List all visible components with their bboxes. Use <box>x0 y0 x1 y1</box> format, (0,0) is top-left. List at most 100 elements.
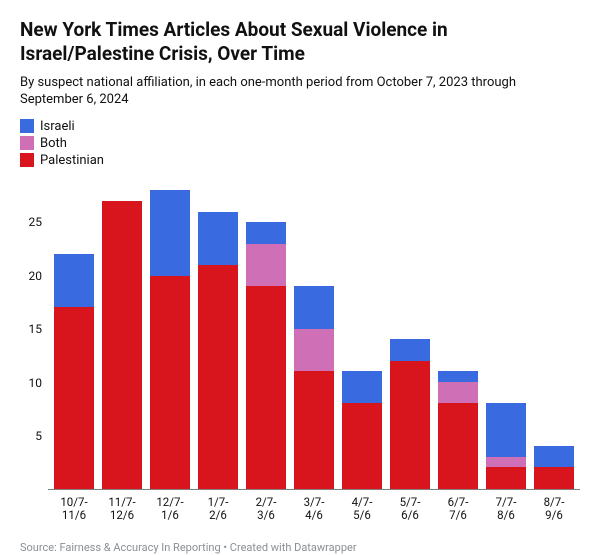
bar-column <box>434 180 482 489</box>
bar-segment-palestinian <box>198 265 237 489</box>
bar-segment-israeli <box>390 339 429 360</box>
y-tick-label: 15 <box>29 322 43 336</box>
legend-item: Palestinian <box>20 153 580 168</box>
y-tick-label: 10 <box>29 376 43 390</box>
legend-label: Palestinian <box>40 153 104 168</box>
x-tick-label-line2: 7/6 <box>434 509 482 523</box>
x-tick-label: 11/7-12/6 <box>98 496 146 524</box>
bar-segment-israeli <box>534 446 573 467</box>
x-tick-label-line1: 1/7- <box>194 496 242 510</box>
bar-segment-palestinian <box>342 403 381 488</box>
x-tick-label-line1: 12/7- <box>146 496 194 510</box>
bar-segment-both <box>438 382 477 403</box>
x-tick-label-line1: 8/7- <box>530 496 578 510</box>
x-tick-label-line1: 4/7- <box>338 496 386 510</box>
legend-swatch <box>20 153 34 167</box>
y-tick-label: 5 <box>35 429 42 443</box>
legend-item: Both <box>20 136 580 151</box>
stacked-bar <box>390 180 429 489</box>
x-tick-label-line1: 11/7- <box>98 496 146 510</box>
x-tick-label: 1/7-2/6 <box>194 496 242 524</box>
bar-column <box>482 180 530 489</box>
legend-label: Israeli <box>40 119 75 134</box>
stacked-bar <box>294 180 333 489</box>
chart-subtitle: By suspect national affiliation, in each… <box>20 74 580 109</box>
stacked-bar <box>246 180 285 489</box>
bar-segment-israeli <box>342 371 381 403</box>
bar-segment-palestinian <box>150 276 189 489</box>
bar-column <box>530 180 578 489</box>
stacked-bar <box>486 180 525 489</box>
bar-segment-israeli <box>150 190 189 275</box>
x-tick-label-line2: 2/6 <box>194 509 242 523</box>
stacked-bar <box>342 180 381 489</box>
legend: Israeli Both Palestinian <box>20 119 580 168</box>
x-tick-label: 12/7-1/6 <box>146 496 194 524</box>
x-tick-label: 7/7-8/6 <box>482 496 530 524</box>
bar-segment-palestinian <box>54 307 93 488</box>
bar-column <box>242 180 290 489</box>
x-tick-label-line2: 1/6 <box>146 509 194 523</box>
source-line: Source: Fairness & Accuracy In Reporting… <box>20 541 580 554</box>
y-axis: 5 10 15 20 25 <box>20 180 48 490</box>
x-tick-label-line1: 3/7- <box>290 496 338 510</box>
legend-swatch <box>20 136 34 150</box>
x-tick-label-line2: 6/6 <box>386 509 434 523</box>
bar-segment-palestinian <box>390 361 429 489</box>
bar-column <box>98 180 146 489</box>
bar-column <box>50 180 98 489</box>
bars-container <box>48 180 580 489</box>
bar-segment-palestinian <box>294 371 333 488</box>
stacked-bar <box>54 180 93 489</box>
x-tick-label-line1: 10/7- <box>50 496 98 510</box>
x-tick-label-line2: 12/6 <box>98 509 146 523</box>
bar-segment-both <box>486 457 525 468</box>
x-axis-labels: 10/7-11/611/7-12/612/7-1/61/7-2/62/7-3/6… <box>48 490 580 524</box>
bar-column <box>338 180 386 489</box>
legend-swatch <box>20 119 34 133</box>
x-tick-label-line2: 8/6 <box>482 509 530 523</box>
bar-segment-both <box>294 329 333 372</box>
bar-segment-palestinian <box>102 201 141 489</box>
x-tick-label: 10/7-11/6 <box>50 496 98 524</box>
x-tick-label-line2: 3/6 <box>242 509 290 523</box>
bar-segment-israeli <box>294 286 333 329</box>
stacked-bar <box>534 180 573 489</box>
bar-column <box>290 180 338 489</box>
bar-column <box>194 180 242 489</box>
chart-area: 5 10 15 20 25 <box>20 180 580 490</box>
legend-item: Israeli <box>20 119 580 134</box>
bar-segment-palestinian <box>246 286 285 488</box>
plot-area <box>48 180 580 490</box>
x-tick-label: 4/7-5/6 <box>338 496 386 524</box>
legend-label: Both <box>40 136 67 151</box>
x-tick-label: 2/7-3/6 <box>242 496 290 524</box>
stacked-bar <box>438 180 477 489</box>
x-tick-label: 6/7-7/6 <box>434 496 482 524</box>
bar-segment-palestinian <box>438 403 477 488</box>
bar-segment-palestinian <box>486 467 525 488</box>
x-tick-label-line2: 9/6 <box>530 509 578 523</box>
y-tick-label: 25 <box>29 215 43 229</box>
x-tick-label-line1: 6/7- <box>434 496 482 510</box>
stacked-bar <box>198 180 237 489</box>
bar-segment-israeli <box>438 371 477 382</box>
bar-column <box>146 180 194 489</box>
x-tick-label: 5/7-6/6 <box>386 496 434 524</box>
bar-column <box>386 180 434 489</box>
bar-segment-israeli <box>54 254 93 307</box>
x-tick-label-line1: 2/7- <box>242 496 290 510</box>
x-tick-label-line1: 5/7- <box>386 496 434 510</box>
chart-title: New York Times Articles About Sexual Vio… <box>20 18 580 66</box>
stacked-bar <box>150 180 189 489</box>
bar-segment-israeli <box>246 222 285 243</box>
x-tick-label-line1: 7/7- <box>482 496 530 510</box>
x-tick-label: 8/7-9/6 <box>530 496 578 524</box>
bar-segment-palestinian <box>534 467 573 488</box>
x-tick-label: 3/7-4/6 <box>290 496 338 524</box>
y-tick-label: 20 <box>29 269 43 283</box>
bar-segment-both <box>246 244 285 287</box>
bar-segment-israeli <box>486 403 525 456</box>
x-tick-label-line2: 11/6 <box>50 509 98 523</box>
x-tick-label-line2: 4/6 <box>290 509 338 523</box>
